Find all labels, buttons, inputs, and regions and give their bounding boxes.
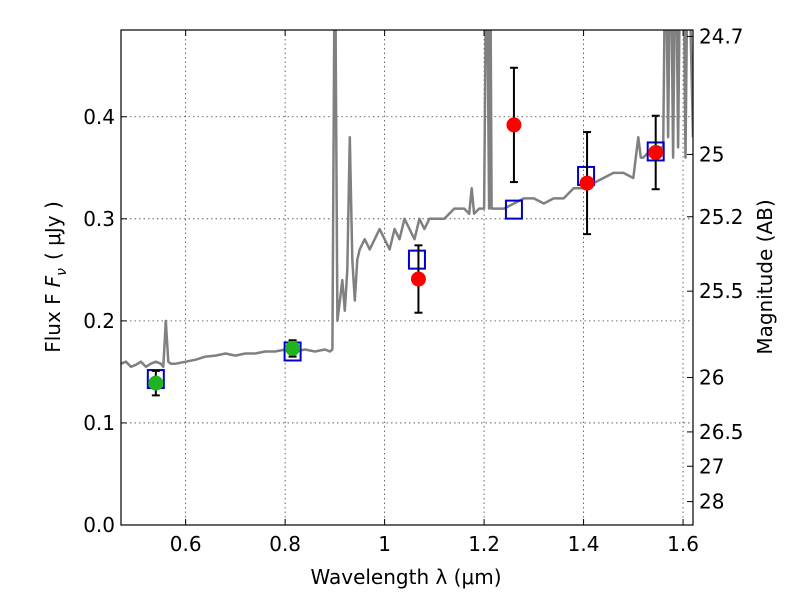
x-tick-label: 1	[378, 532, 391, 556]
x-tick-label: 1.6	[667, 532, 699, 556]
y2-tick-label: 25.5	[699, 279, 744, 303]
y-tick-label: 0.3	[83, 207, 115, 231]
red-data-point	[410, 271, 426, 287]
red-data-point	[579, 175, 595, 191]
grid	[121, 30, 693, 526]
y-tick-label: 0.4	[83, 105, 115, 129]
axes: 0.6 0.8 1 1.2 1.4 1.6 0.0 0.1 0.2 0.3 0.4 24.7 25 25.…	[83, 24, 743, 556]
y2-tick-label: 26.5	[699, 420, 744, 444]
model-box	[407, 249, 426, 270]
x-tick-label: 0.8	[269, 532, 301, 556]
y-tick-label: 0.0	[83, 513, 115, 537]
spectrum-line	[121, 30, 693, 369]
green-data-point	[148, 375, 164, 391]
x-tick-label: 0.6	[170, 532, 202, 556]
plot-frame	[120, 29, 694, 526]
y-axis-label: Flux FFν( μJy )	[41, 201, 70, 353]
y-tick-label: 0.1	[83, 411, 115, 435]
y-axis-label-main: Flux F	[41, 293, 65, 352]
y2-tick-label: 25	[699, 142, 724, 166]
y-axis-label-units: ( μJy )	[41, 201, 65, 260]
y2-tick-label: 28	[699, 490, 724, 514]
y2-tick-label: 26	[699, 365, 724, 389]
y-tick-label: 0.2	[83, 309, 115, 333]
x-axis-label: Wavelength λ (μm)	[310, 565, 501, 589]
y2-tick-label: 25.2	[699, 205, 744, 229]
y-axis-label-subscript: ν	[54, 268, 70, 276]
green-data-point	[285, 340, 301, 356]
svg-text:Flux FFν( μJy ): Flux FFν( μJy )	[41, 201, 70, 353]
plot-area	[121, 30, 693, 397]
red-data-point	[506, 117, 522, 133]
red-data-point	[648, 144, 664, 160]
x-tick-label: 1.2	[468, 532, 500, 556]
y2-tick-label: 24.7	[699, 24, 744, 48]
x-tick-label: 1.4	[568, 532, 600, 556]
y2-axis-label: Magnitude (AB)	[753, 199, 777, 354]
model-box	[504, 199, 523, 220]
y2-tick-label: 27	[699, 454, 724, 478]
